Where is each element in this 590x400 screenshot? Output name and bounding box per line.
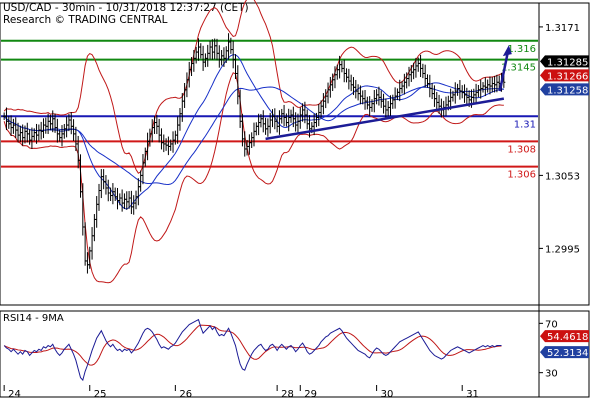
projection-arrow-head	[502, 45, 512, 57]
level-label-1.316: 1.316	[507, 44, 536, 55]
chart-provider: Research © TRADING CENTRAL	[3, 14, 168, 26]
day-label-24: 24	[8, 389, 21, 400]
projection-arrow-line	[498, 51, 510, 92]
trendline	[265, 97, 505, 141]
price-badge-bid	[540, 83, 589, 96]
price-panel-frame	[0, 2, 590, 306]
level-label-1.3145: 1.3145	[501, 63, 536, 74]
level-label-1.308: 1.308	[507, 144, 536, 155]
rsi-badge-ma	[540, 330, 589, 343]
rsi-tick-label: 30	[545, 369, 558, 380]
rsi-badge-rsi	[540, 346, 589, 359]
rsi-line	[3, 318, 502, 382]
price-badge-label-bid: 1.31258	[547, 85, 588, 96]
rsi-ma-line	[3, 324, 502, 366]
price-badge-close	[540, 69, 589, 82]
level-label-1.31: 1.31	[514, 119, 536, 130]
price-badge-label-close: 1.31266	[547, 71, 588, 82]
day-label-28: 28	[281, 389, 294, 400]
price-badge-label-ask: 1.31285	[547, 57, 588, 68]
price-badge-ask	[540, 55, 589, 68]
price-tick-label: 1.3053	[545, 171, 580, 182]
moving-average-slow	[3, 86, 504, 185]
day-label-25: 25	[94, 389, 107, 400]
day-label-31: 31	[466, 389, 479, 400]
bollinger-upper	[3, 0, 504, 174]
rsi-badge-label-ma: 54.4618	[547, 332, 588, 343]
rsi-panel-frame	[0, 310, 590, 398]
rsi-badge-label-rsi: 52.3134	[547, 348, 588, 359]
day-label-29: 29	[304, 389, 317, 400]
chart-title: USD/CAD - 30min - 10/31/2018 12:37:27 (C…	[3, 2, 249, 14]
price-tick-label: 1.2995	[545, 244, 580, 255]
bollinger-lower	[3, 72, 504, 284]
rsi-title: RSI14 - 9MA	[3, 313, 64, 324]
day-label-26: 26	[179, 389, 192, 400]
day-label-30: 30	[381, 389, 394, 400]
price-tick-label: 1.3171	[545, 23, 580, 34]
level-label-1.306: 1.306	[507, 170, 536, 181]
rsi-tick-label: 70	[545, 319, 558, 330]
